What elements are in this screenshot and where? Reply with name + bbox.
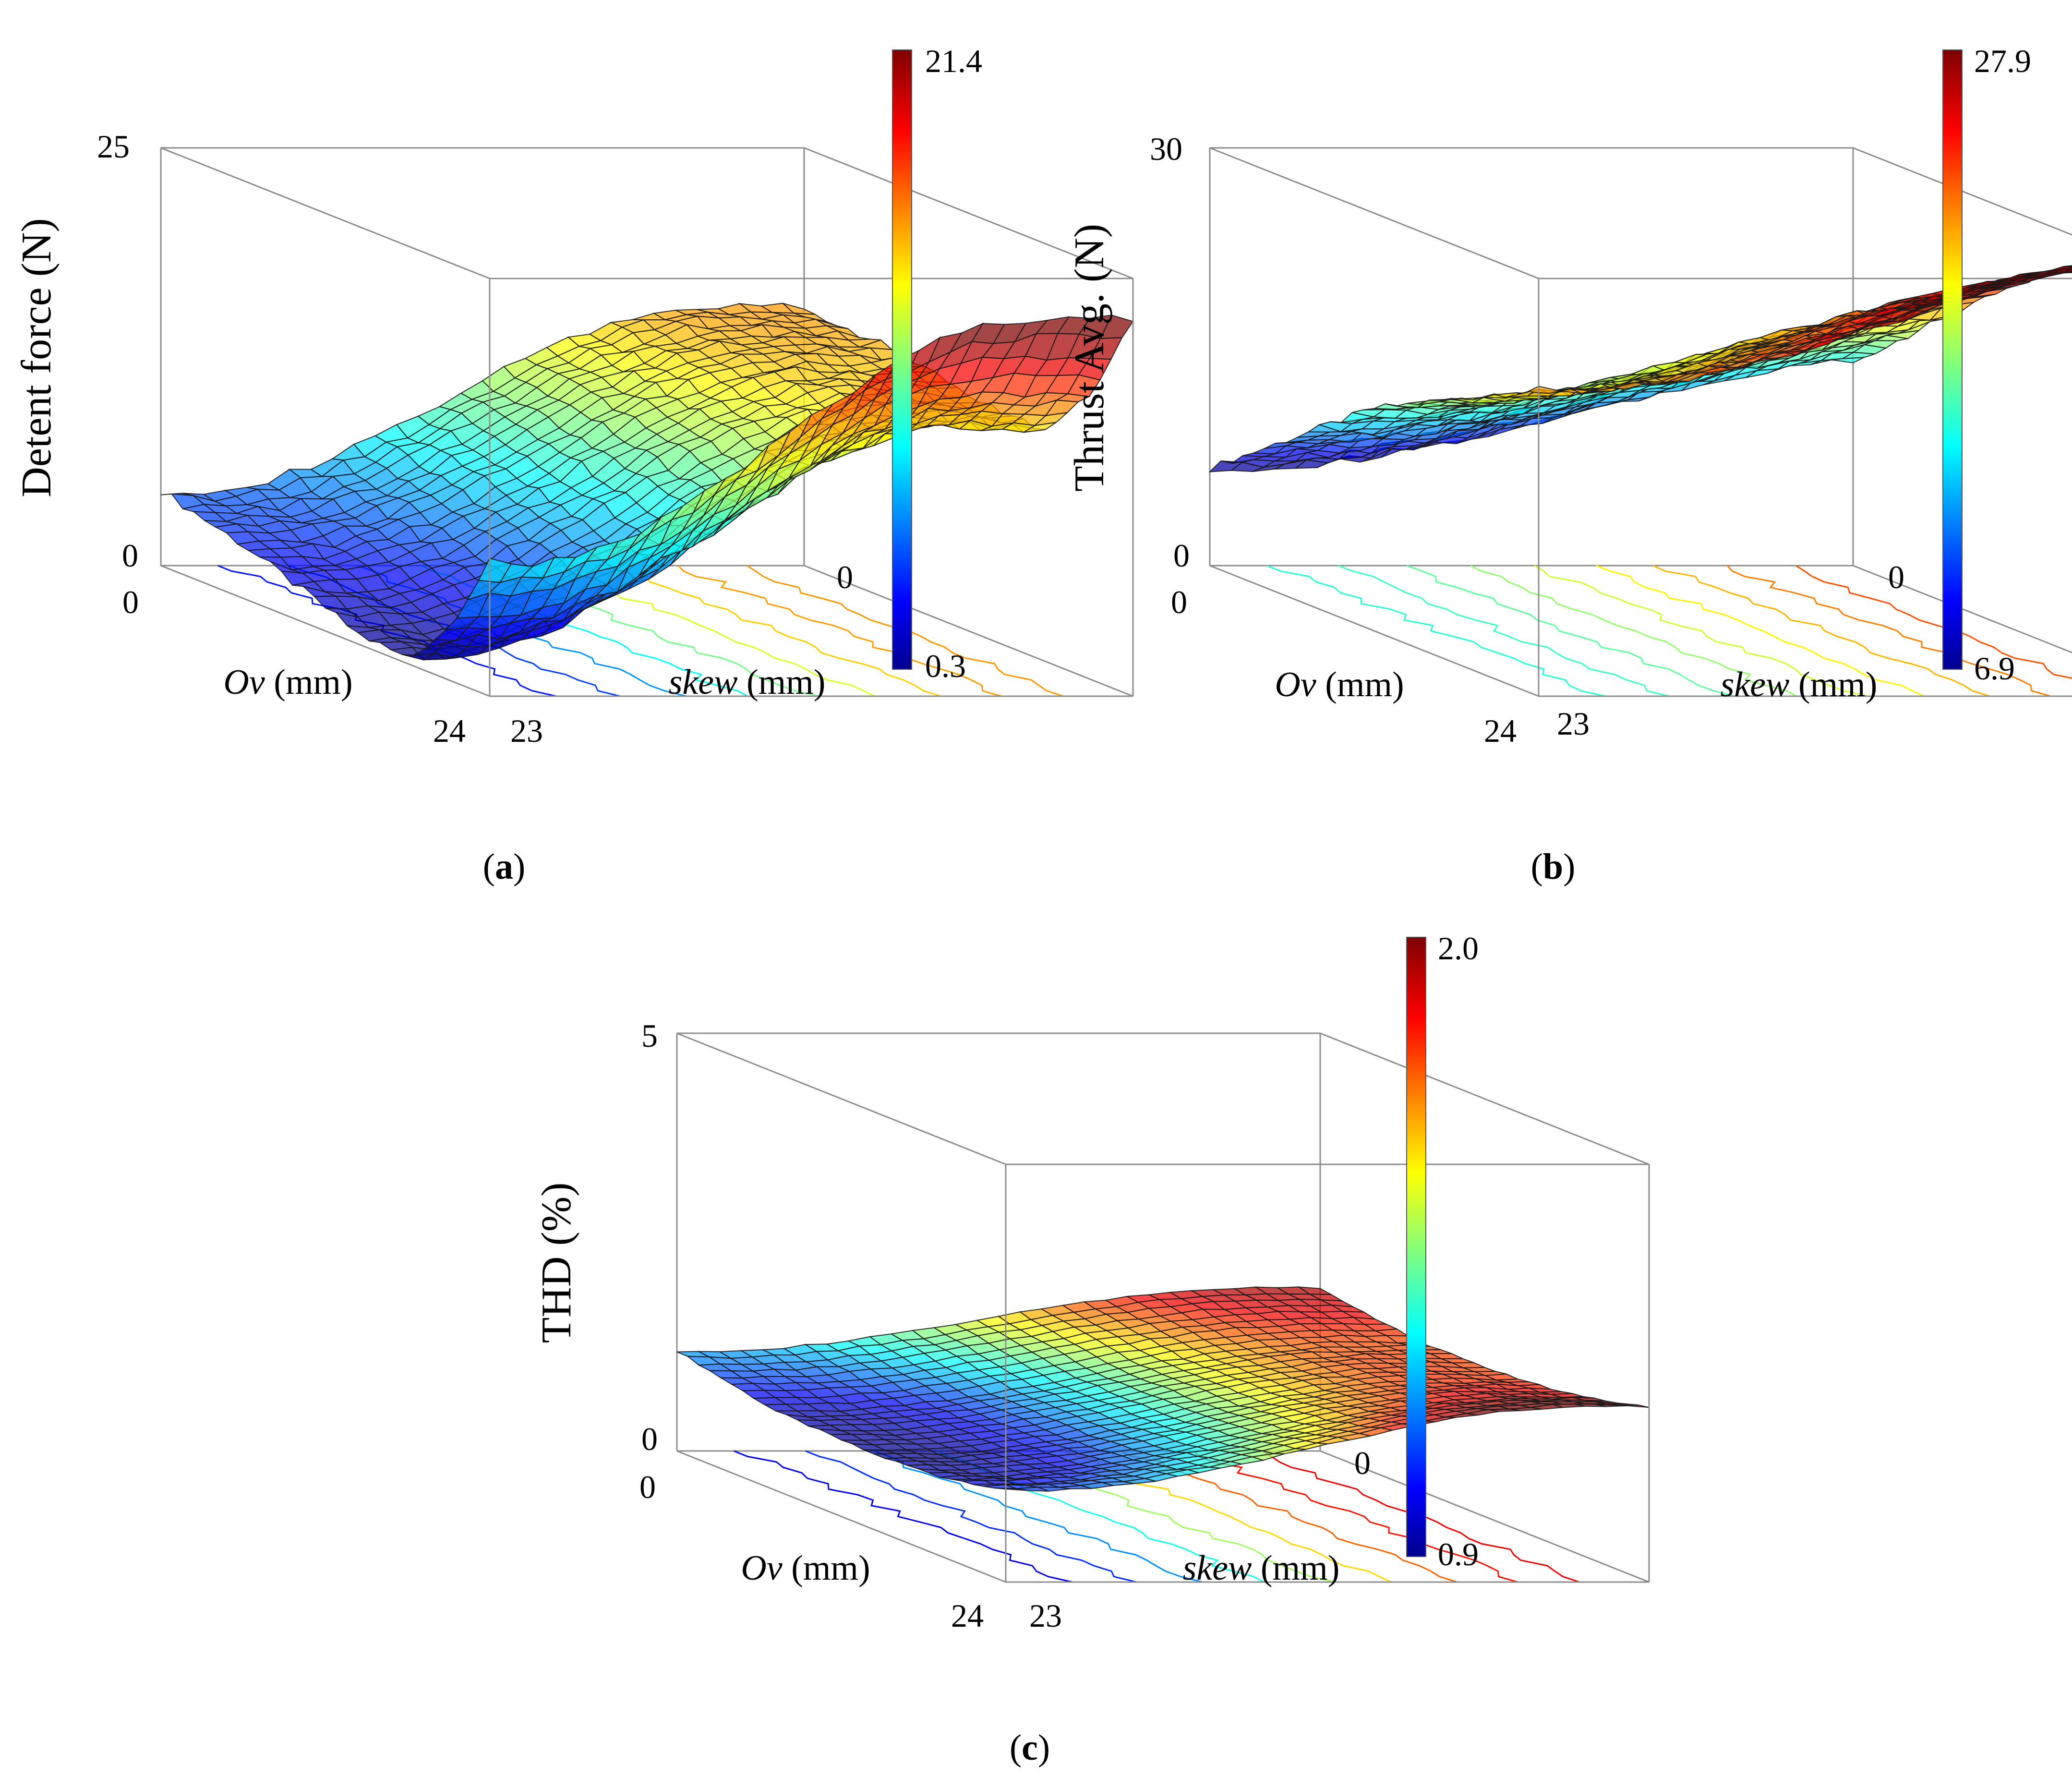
panel-a-chart: 25 0 0 24 23 0 Ov (mm) skew (mm) Detent …	[13, 43, 1134, 887]
panel-b-surface	[1208, 265, 2072, 472]
panel-a-x-tick-min: 0	[122, 584, 139, 620]
contour-line	[1470, 565, 1797, 697]
panel-c-z-tick-min: 0	[641, 1421, 658, 1457]
panel-b-colorbar-min-label: 6.9	[1974, 650, 2015, 687]
box-edge	[1853, 147, 2072, 236]
panel-b-box-back	[1209, 147, 2072, 697]
panel-b-caption: (b)	[1531, 846, 1576, 887]
panel-b-colorbar-frame	[1942, 49, 1963, 670]
panel-a-x-axis-label: Ov (mm)	[223, 663, 352, 702]
contour-line	[1534, 565, 1868, 697]
surface-facet	[995, 1487, 1027, 1491]
panel-a-x-tick-max: 24	[433, 713, 466, 749]
panel-c-colorbar-frame	[1406, 937, 1426, 1557]
panel-a-caption: (a)	[483, 846, 526, 887]
panel-a-colorbar	[892, 50, 912, 669]
panel-c-x-axis-label: Ov (mm)	[741, 1548, 870, 1588]
panel-b-chart: 30 0 0 24 23 0 Ov (mm) skew (mm) Thrust …	[1066, 43, 2072, 887]
box-edge	[676, 1450, 1006, 1583]
panel-c-y-tick-max: 23	[1029, 1597, 1062, 1634]
contour-line	[805, 1450, 1137, 1583]
panel-b-colorbar-max-label: 27.9	[1974, 43, 2031, 79]
panel-c-y-axis-label: skew (mm)	[1183, 1548, 1340, 1588]
panel-a-y-tick-min: 0	[837, 559, 853, 595]
panel-c-colorbar-min-label: 0.9	[1438, 1536, 1479, 1572]
contour-line	[604, 565, 941, 697]
panel-a-z-tick-min: 0	[122, 537, 138, 574]
panel-b-floor-contours	[1266, 565, 2072, 697]
panel-b-z-tick-min: 0	[1173, 537, 1190, 574]
panel-b-x-axis-label: Ov (mm)	[1275, 665, 1404, 704]
box-edge	[1320, 1032, 1650, 1165]
box-edge	[804, 565, 1133, 697]
contour-line	[678, 565, 1002, 697]
panel-a-z-axis-label: Detent force (N)	[13, 218, 60, 497]
panel-a-box-front	[489, 278, 1134, 697]
box-edge	[1320, 1450, 1650, 1583]
box-edge	[1209, 565, 1539, 697]
contour-line	[1194, 1451, 1518, 1583]
panel-c-y-tick-min: 0	[1354, 1445, 1371, 1481]
box-edge	[1209, 147, 1539, 279]
panel-c-x-tick-min: 0	[639, 1469, 656, 1505]
panel-c-z-tick-max: 5	[641, 1017, 658, 1054]
panel-a-colorbar-frame	[892, 49, 912, 670]
box-edge	[804, 147, 1133, 279]
panel-b-y-tick-min: 0	[1888, 559, 1904, 595]
panel-a-colorbar-min-label: 0.3	[925, 648, 966, 684]
contour-line	[734, 1450, 1073, 1583]
panel-a-z-tick-max: 25	[97, 128, 130, 165]
contour-line	[1596, 565, 1925, 697]
contour-line	[1406, 565, 1736, 697]
contour-line	[873, 1450, 1203, 1583]
panel-c-z-axis-label: THD (%)	[533, 1183, 580, 1343]
panel-b-y-axis-label: skew (mm)	[1721, 665, 1878, 704]
contour-line	[1266, 565, 1606, 697]
panel-a-y-tick-max: 23	[510, 713, 543, 749]
panel-c-surface	[676, 1286, 1650, 1492]
panel-c-x-tick-max: 24	[951, 1597, 984, 1634]
panel-c-caption: (c)	[1010, 1728, 1050, 1768]
panel-b-x-tick-min: 0	[1171, 584, 1187, 620]
box-edge	[160, 147, 490, 279]
panel-c-colorbar-max-label: 2.0	[1438, 930, 1479, 967]
box-edge	[160, 565, 490, 697]
panel-c-colorbar	[1407, 937, 1426, 1557]
panel-b-z-axis-label: Thrust Avg. (N)	[1066, 224, 1113, 492]
panel-a-colorbar-max-label: 21.4	[925, 43, 982, 79]
panel-c-box-back	[676, 1032, 1650, 1583]
contour-line	[1338, 565, 1670, 697]
contour-line	[1727, 565, 2051, 697]
panel-b-box-front	[1538, 278, 2072, 697]
panel-a-y-axis-label: skew (mm)	[669, 663, 826, 702]
surface-facet	[1526, 386, 1560, 394]
panel-b-z-tick-max: 30	[1150, 131, 1182, 167]
panel-b-colorbar	[1943, 50, 1962, 669]
panel-c-box-front	[1005, 1164, 1650, 1583]
surface-facet	[478, 557, 512, 583]
panel-a-surface	[160, 302, 1134, 661]
panel-b-x-tick-max: 24	[1484, 713, 1517, 749]
panel-c-chart: 5 0 0 24 23 0 Ov (mm) skew (mm) THD (%) …	[533, 930, 1650, 1768]
box-edge	[1853, 565, 2072, 653]
contour-line	[1653, 565, 1990, 697]
box-edge	[676, 1032, 1006, 1165]
panel-b-y-tick-max: 23	[1557, 705, 1590, 742]
